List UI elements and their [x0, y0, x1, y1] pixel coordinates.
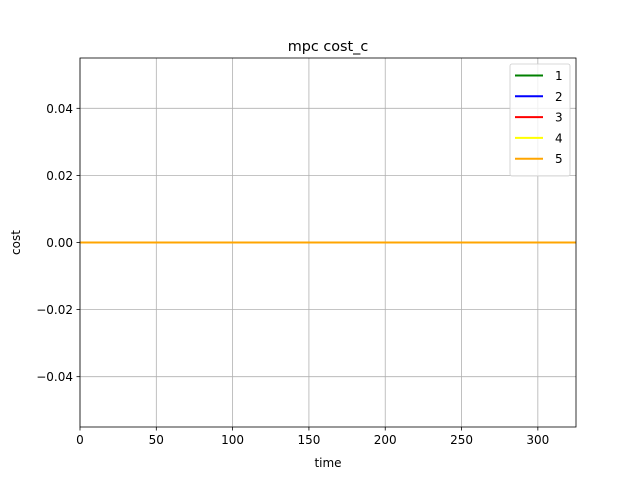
x-tick-label: 250 [450, 433, 473, 447]
x-tick-label: 100 [221, 433, 244, 447]
legend: 1 2 3 4 5 [509, 63, 571, 177]
legend-label-1: 1 [555, 69, 563, 83]
legend-label-4: 4 [555, 131, 563, 145]
legend-label-3: 3 [555, 111, 563, 125]
x-axis-ticks: 0 50 100 150 200 250 300 [76, 427, 549, 447]
y-tick-label: 0.02 [46, 169, 73, 183]
y-axis-label: cost [9, 230, 23, 255]
x-tick-label: 200 [374, 433, 397, 447]
y-tick-label: 0.04 [46, 102, 73, 116]
y-axis-ticks: −0.04 −0.02 0.00 0.02 0.04 [36, 102, 80, 384]
legend-label-2: 2 [555, 90, 563, 104]
x-tick-label: 150 [297, 433, 320, 447]
chart-title: mpc cost_c [288, 39, 369, 55]
y-tick-label: −0.04 [36, 370, 73, 384]
x-tick-label: 300 [526, 433, 549, 447]
x-tick-label: 50 [149, 433, 164, 447]
y-tick-label: 0.00 [46, 236, 73, 250]
y-tick-label: −0.02 [36, 303, 73, 317]
x-tick-label: 0 [76, 433, 84, 447]
legend-label-5: 5 [555, 152, 563, 166]
x-axis-label: time [314, 456, 341, 470]
legend-box [509, 63, 571, 177]
